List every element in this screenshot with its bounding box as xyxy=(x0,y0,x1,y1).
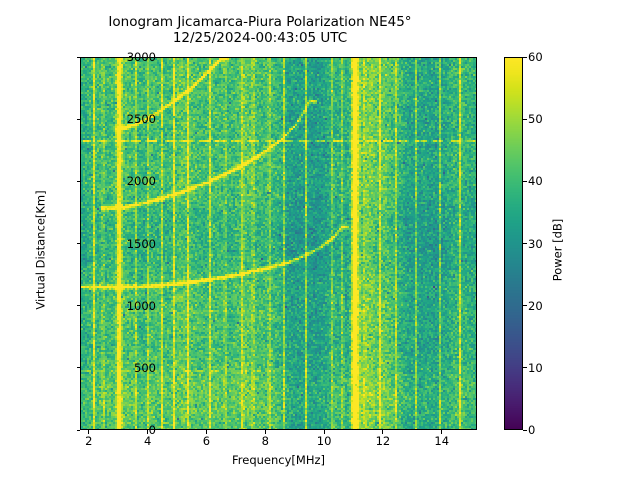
y-axis-tick-label: 2000 xyxy=(126,174,156,189)
colorbar-tick-label: 30 xyxy=(528,236,543,251)
x-axis-label: Frequency[MHz] xyxy=(232,453,325,467)
x-axis-tick-mark xyxy=(88,430,90,434)
ionogram-plot-area xyxy=(80,57,477,430)
colorbar-tick-mark xyxy=(523,429,527,431)
x-axis-tick-mark xyxy=(323,430,325,434)
colorbar-tick-label: 60 xyxy=(528,50,543,64)
colorbar-tick-mark xyxy=(523,305,527,307)
y-axis-tick-mark xyxy=(76,56,80,58)
colorbar-tick-label: 0 xyxy=(528,423,536,437)
x-axis-tick-label: 8 xyxy=(261,434,269,448)
y-axis-tick-label: 1500 xyxy=(126,236,156,251)
colorbar-tick-mark xyxy=(523,118,527,120)
colorbar-tick-mark xyxy=(523,367,527,369)
title-line-1: Ionogram Jicamarca-Piura Polarization NE… xyxy=(108,14,412,30)
y-axis-label: Virtual Distance[Km] xyxy=(33,190,48,310)
ionogram-heatmap-canvas xyxy=(81,58,476,429)
colorbar-tick-mark xyxy=(523,243,527,245)
y-axis-tick-mark xyxy=(76,305,80,307)
y-axis-tick-mark xyxy=(76,180,80,182)
x-axis-tick-mark xyxy=(264,430,266,434)
y-axis-tick-mark xyxy=(76,243,80,245)
y-axis-tick-label: 500 xyxy=(134,360,156,375)
colorbar-tick-mark xyxy=(523,180,527,182)
colorbar-tick-label: 50 xyxy=(528,112,543,127)
x-axis-tick-mark xyxy=(441,430,443,434)
x-axis-tick-label: 6 xyxy=(202,434,211,448)
colorbar-tick-label: 10 xyxy=(528,360,543,375)
y-axis-tick-label: 0 xyxy=(148,423,156,437)
colorbar xyxy=(504,57,523,430)
x-axis-tick-label: 12 xyxy=(375,434,391,448)
y-axis-tick-label: 3000 xyxy=(126,50,156,64)
x-axis-tick-label: 2 xyxy=(85,434,93,448)
x-axis-tick-mark xyxy=(382,430,384,434)
x-axis-tick-label: 14 xyxy=(434,434,450,448)
y-axis-tick-label: 1000 xyxy=(126,298,156,313)
y-axis-tick-mark xyxy=(76,118,80,120)
x-axis-tick-label: 4 xyxy=(143,434,152,448)
y-axis-tick-label: 2500 xyxy=(126,112,156,127)
x-axis-tick-mark xyxy=(147,430,149,434)
colorbar-tick-label: 20 xyxy=(528,298,543,313)
y-axis-tick-mark xyxy=(76,429,80,431)
colorbar-gradient-canvas xyxy=(505,58,522,429)
title-line-2: 12/25/2024-00:43:05 UTC xyxy=(172,30,348,46)
colorbar-tick-mark xyxy=(523,56,527,58)
colorbar-tick-label: 40 xyxy=(528,174,543,189)
chart-title: Ionogram Jicamarca-Piura Polarization NE… xyxy=(0,14,520,46)
x-axis-tick-mark xyxy=(205,430,208,434)
x-axis-tick-label: 10 xyxy=(316,434,332,448)
y-axis-tick-mark xyxy=(76,367,80,369)
